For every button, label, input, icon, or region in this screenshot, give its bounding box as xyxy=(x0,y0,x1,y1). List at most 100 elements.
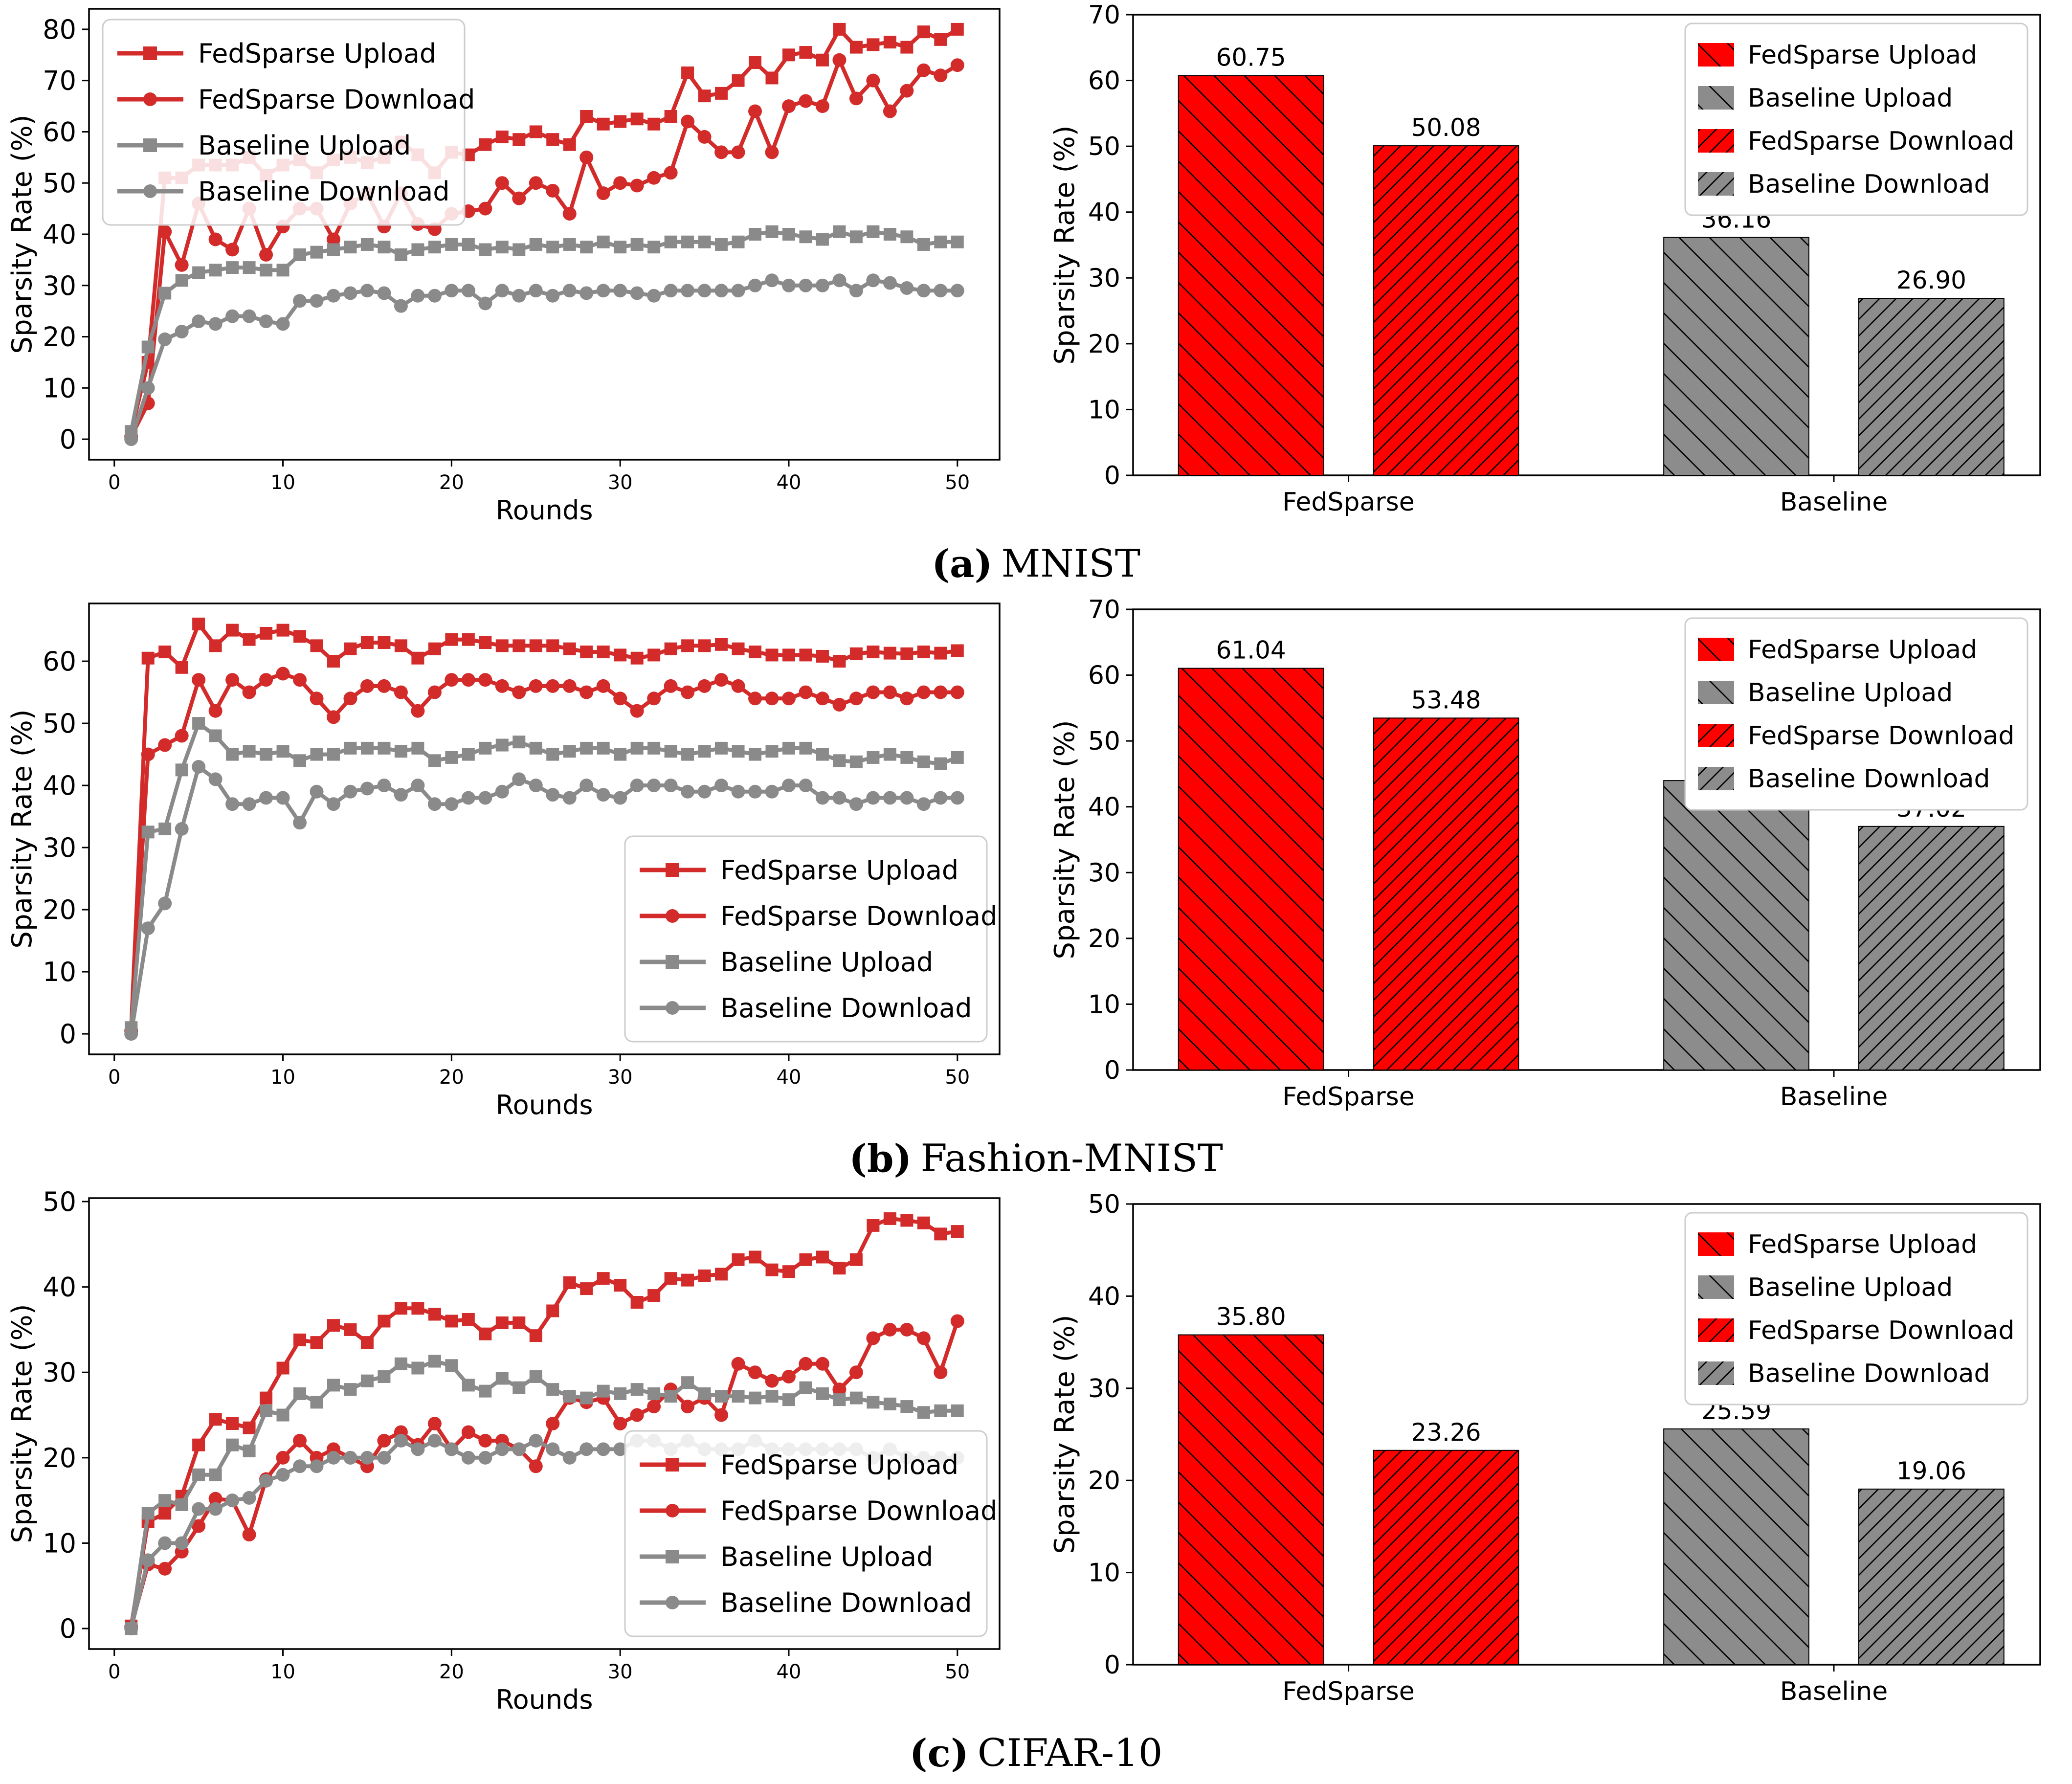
marker-circle xyxy=(293,294,307,308)
mnist-line-chart: 0 10 20 30 40 50 Rounds 0 10 20 30 40 50 60 70 80 Sparsi… xyxy=(6,8,1001,526)
marker-circle xyxy=(360,679,374,693)
marker-circle xyxy=(562,679,577,693)
marker-circle xyxy=(343,286,357,300)
legend-label: FedSparse Download xyxy=(720,901,997,932)
y-tick-label: 40 xyxy=(43,1272,76,1303)
marker-square xyxy=(614,748,627,761)
y-axis: 0 10 20 30 40 50 60 Sparsity Rate (%) xyxy=(6,646,89,1049)
marker-circle xyxy=(613,691,627,706)
marker-circle xyxy=(596,679,610,693)
fashion-mnist-bar-chart: 0 10 20 30 40 50 60 70 Sparsity Rate (%) 61.04 53.… xyxy=(1049,595,2041,1112)
y-axis-label: Sparsity Rate (%) xyxy=(1049,125,1081,364)
marker-square xyxy=(293,1387,307,1400)
marker-circle xyxy=(192,1502,206,1516)
marker-square xyxy=(900,230,913,244)
marker-square xyxy=(192,1438,205,1451)
marker-circle xyxy=(832,698,847,712)
legend: FedSparse Upload FedSparse Download Baseli… xyxy=(624,835,997,1043)
caption-a-title: MNIST xyxy=(1001,542,1140,586)
marker-circle xyxy=(647,691,661,706)
y-tick-label: 40 xyxy=(43,219,76,250)
marker-square xyxy=(951,751,964,764)
legend-label: FedSparse Download xyxy=(1748,721,2014,751)
marker-circle xyxy=(310,1459,324,1473)
bar-hatch xyxy=(1859,826,2004,1070)
marker-square xyxy=(765,745,779,758)
marker-circle xyxy=(427,685,442,699)
marker-square xyxy=(260,748,273,761)
marker-square xyxy=(900,41,913,54)
marker-circle xyxy=(512,289,526,303)
marker-circle xyxy=(259,1473,273,1488)
marker-circle xyxy=(175,1536,189,1550)
marker-square xyxy=(900,647,913,660)
marker-circle xyxy=(613,176,627,190)
legend-label: Baseline Download xyxy=(720,993,972,1024)
y-tick-label: 50 xyxy=(1088,1190,1120,1219)
marker-circle xyxy=(579,286,594,300)
marker-square xyxy=(951,22,964,36)
marker-circle xyxy=(815,278,829,292)
bar-hatch xyxy=(1664,780,1809,1070)
marker-circle xyxy=(866,685,880,699)
marker-square xyxy=(816,53,829,67)
marker-square xyxy=(664,1390,677,1403)
marker-circle xyxy=(546,679,560,693)
y-tick-label: 50 xyxy=(43,1189,76,1217)
marker-circle xyxy=(916,797,931,811)
marker-square xyxy=(934,1227,947,1241)
marker-square xyxy=(951,1404,964,1417)
marker-square xyxy=(816,1250,829,1264)
legend-marker-circle xyxy=(666,1001,679,1015)
marker-circle xyxy=(664,679,678,693)
marker-circle xyxy=(866,791,880,805)
marker-circle xyxy=(765,145,779,159)
legend-marker-circle xyxy=(666,1504,679,1517)
marker-circle xyxy=(950,58,964,72)
bar-hatch xyxy=(1664,237,1809,475)
marker-square xyxy=(479,1327,492,1340)
marker-square xyxy=(833,655,846,668)
marker-square xyxy=(428,642,441,655)
mnist-bar-chart-container: 0 10 20 30 40 50 60 70 Sparsity Rate (%) 60.75 50.… xyxy=(1047,0,2055,533)
series-baseline-download xyxy=(124,760,964,1041)
marker-square xyxy=(630,112,644,126)
marker-circle xyxy=(225,1494,240,1508)
marker-circle xyxy=(765,1374,779,1388)
legend-label: Baseline Upload xyxy=(1748,84,1953,113)
marker-square xyxy=(597,646,610,659)
marker-circle xyxy=(310,784,324,799)
marker-circle xyxy=(529,779,543,793)
marker-square xyxy=(479,636,492,649)
marker-square xyxy=(293,248,307,261)
marker-circle xyxy=(360,1450,374,1465)
bar-value-label: 26.90 xyxy=(1896,266,1966,294)
marker-square xyxy=(563,745,576,758)
marker-circle xyxy=(799,1357,813,1371)
marker-circle xyxy=(360,284,374,298)
x-axis-label: Rounds xyxy=(496,1684,593,1715)
marker-square xyxy=(563,238,576,251)
marker-circle xyxy=(765,784,779,799)
marker-square xyxy=(192,717,205,730)
marker-circle xyxy=(647,779,661,793)
marker-circle xyxy=(714,284,729,298)
marker-circle xyxy=(697,284,712,298)
marker-circle xyxy=(799,94,813,108)
marker-circle xyxy=(900,691,914,706)
marker-square xyxy=(293,630,307,643)
marker-square xyxy=(698,1387,711,1400)
marker-circle xyxy=(495,1442,509,1456)
marker-square xyxy=(495,130,509,143)
marker-square xyxy=(715,1268,728,1281)
marker-circle xyxy=(900,791,914,805)
marker-square xyxy=(276,745,290,758)
marker-circle xyxy=(478,201,492,216)
marker-circle xyxy=(343,784,357,799)
marker-square xyxy=(529,639,542,652)
x-tick-label: 50 xyxy=(945,1066,970,1089)
marker-circle xyxy=(293,673,307,687)
marker-square xyxy=(462,748,475,761)
bar-hatch xyxy=(1373,718,1519,1070)
